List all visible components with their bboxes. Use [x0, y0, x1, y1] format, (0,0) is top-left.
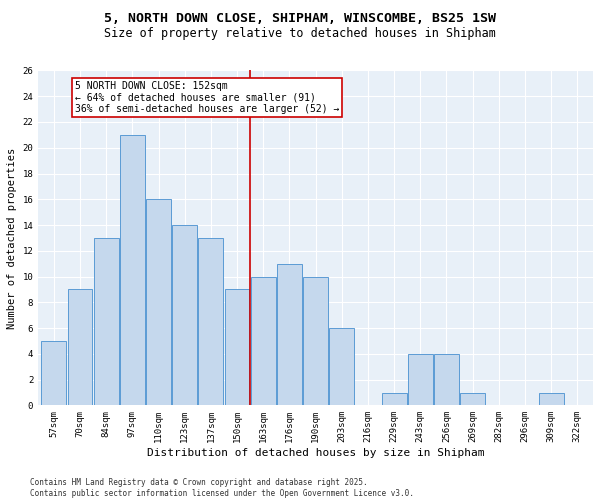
Bar [460, 392, 485, 406]
Text: Contains HM Land Registry data © Crown copyright and database right 2025.
Contai: Contains HM Land Registry data © Crown c… [30, 478, 414, 498]
Bar [41, 341, 66, 406]
Bar [172, 225, 197, 406]
Text: Size of property relative to detached houses in Shipham: Size of property relative to detached ho… [104, 28, 496, 40]
Y-axis label: Number of detached properties: Number of detached properties [7, 148, 17, 328]
Bar [224, 290, 250, 406]
Bar [408, 354, 433, 406]
Bar [120, 135, 145, 406]
Bar [382, 392, 407, 406]
Bar [146, 200, 171, 406]
Bar [434, 354, 459, 406]
Bar [277, 264, 302, 406]
X-axis label: Distribution of detached houses by size in Shipham: Distribution of detached houses by size … [147, 448, 484, 458]
Bar [329, 328, 354, 406]
Bar [251, 276, 275, 406]
Bar [94, 238, 119, 406]
Bar [199, 238, 223, 406]
Text: 5, NORTH DOWN CLOSE, SHIPHAM, WINSCOMBE, BS25 1SW: 5, NORTH DOWN CLOSE, SHIPHAM, WINSCOMBE,… [104, 12, 496, 26]
Bar [68, 290, 92, 406]
Bar [303, 276, 328, 406]
Text: 5 NORTH DOWN CLOSE: 152sqm
← 64% of detached houses are smaller (91)
36% of semi: 5 NORTH DOWN CLOSE: 152sqm ← 64% of deta… [75, 81, 339, 114]
Bar [539, 392, 563, 406]
